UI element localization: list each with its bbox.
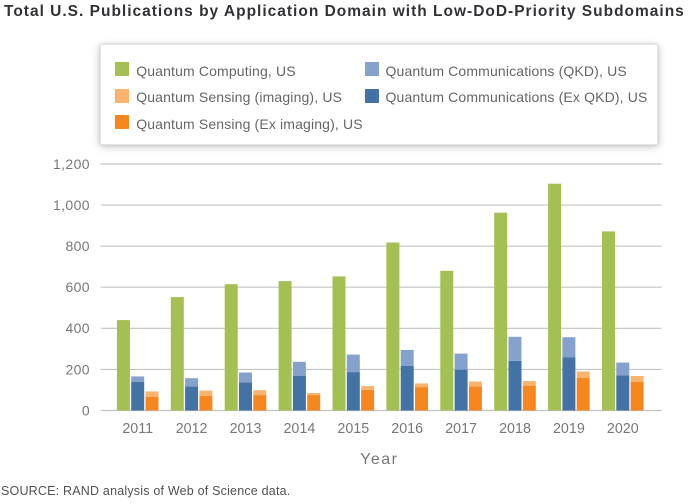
svg-text:600: 600: [65, 279, 90, 295]
svg-text:2011: 2011: [122, 421, 153, 437]
svg-text:1,000: 1,000: [53, 197, 90, 213]
svg-text:200: 200: [65, 361, 90, 377]
svg-text:2019: 2019: [553, 421, 585, 437]
svg-text:2018: 2018: [499, 421, 531, 437]
svg-text:2020: 2020: [607, 421, 639, 437]
svg-text:1,200: 1,200: [53, 156, 90, 172]
svg-text:800: 800: [65, 238, 90, 254]
svg-text:Year: Year: [360, 451, 398, 468]
svg-text:2017: 2017: [445, 421, 477, 437]
svg-text:0: 0: [82, 402, 90, 418]
svg-text:2015: 2015: [337, 421, 369, 437]
svg-text:2016: 2016: [391, 421, 423, 437]
svg-text:400: 400: [65, 320, 90, 336]
svg-text:2012: 2012: [176, 421, 208, 437]
svg-text:2014: 2014: [283, 421, 315, 437]
svg-text:2013: 2013: [230, 421, 262, 437]
